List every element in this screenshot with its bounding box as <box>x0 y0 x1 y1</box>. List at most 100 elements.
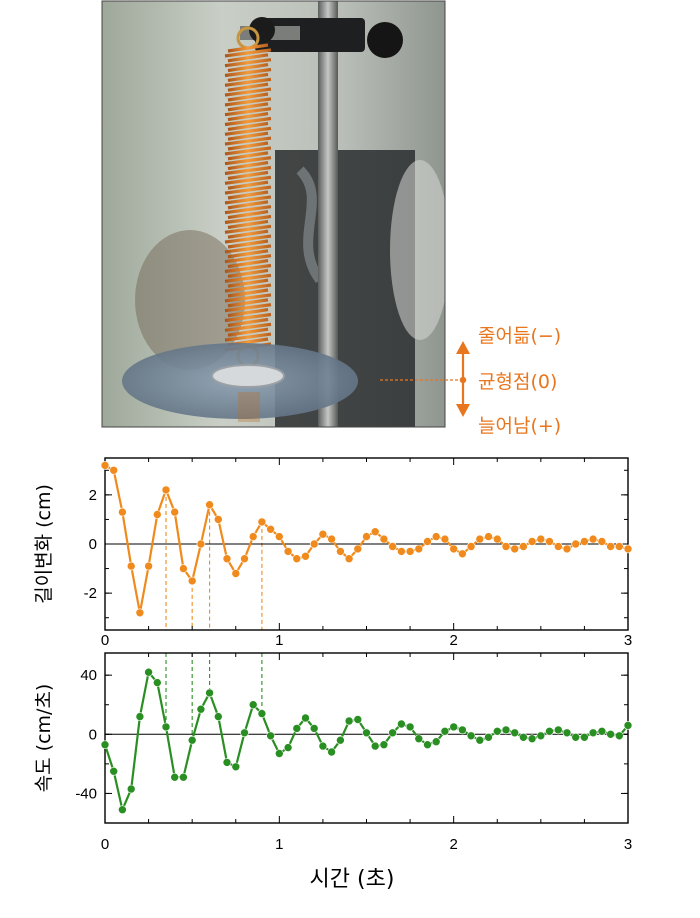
bottom-data-point <box>283 743 293 752</box>
top-data-point <box>161 485 171 495</box>
top-data-point <box>501 542 511 551</box>
top-data-point <box>100 461 110 470</box>
bottom-data-point <box>405 722 415 732</box>
top-data-point <box>606 542 615 551</box>
bottom-data-point <box>301 713 310 723</box>
bottom-data-point <box>458 725 467 735</box>
bottom-data-point <box>379 740 389 750</box>
top-data-point <box>597 537 607 546</box>
top-data-point <box>126 561 136 571</box>
bottom-data-point <box>266 731 275 741</box>
top-data-point <box>292 554 302 564</box>
top-data-point <box>397 547 406 556</box>
bottom-data-point <box>179 772 188 782</box>
bottom-data-point <box>510 728 520 738</box>
top-y-tick-label: 0 <box>89 536 97 553</box>
bottom-data-point <box>257 709 267 718</box>
bottom-data-point <box>527 734 537 744</box>
top-data-point <box>222 554 232 564</box>
top-data-point <box>519 542 528 551</box>
top-data-point <box>588 534 598 544</box>
top-data-point <box>231 569 241 578</box>
bottom-data-point <box>562 728 572 738</box>
label-stretched: 늘어남(+) <box>478 415 561 437</box>
top-data-point <box>109 465 118 475</box>
bottom-data-point <box>240 728 249 738</box>
bottom-x-tick-label: 1 <box>275 836 283 853</box>
bottom-data-point <box>318 741 328 751</box>
bottom-data-point <box>231 762 241 772</box>
bottom-x-tick-label: 0 <box>101 836 109 853</box>
top-data-point <box>458 549 467 559</box>
double-arrow-icon <box>456 341 470 417</box>
top-data-point <box>484 532 493 541</box>
top-data-point <box>545 537 554 546</box>
bottom-data-point <box>248 700 258 710</box>
bottom-data-point <box>336 735 345 745</box>
bottom-data-point <box>466 731 476 741</box>
bottom-data-point <box>196 704 206 714</box>
bottom-data-point <box>135 712 145 721</box>
top-data-point <box>431 532 441 541</box>
label-equilibrium: 균형점(0) <box>478 371 557 393</box>
bottom-data-point <box>414 734 424 744</box>
top-data-point <box>144 561 153 571</box>
bottom-data-point <box>153 678 162 687</box>
top-data-point <box>153 510 162 519</box>
bottom-data-point <box>588 728 598 738</box>
bottom-data-point <box>274 749 284 758</box>
bottom-data-point <box>161 722 171 732</box>
top-data-point <box>580 537 589 546</box>
top-data-point <box>266 524 275 534</box>
bottom-data-point <box>397 719 406 729</box>
bottom-data-point <box>109 766 118 776</box>
top-data-point <box>475 534 485 544</box>
bottom-data-point <box>553 725 563 735</box>
top-data-point <box>179 564 188 573</box>
bottom-x-tick-label: 2 <box>449 836 457 853</box>
bottom-data-point <box>484 732 493 742</box>
spring-photo: 줄어듦(−) 균형점(0) 늘어남(+) <box>101 0 561 437</box>
top-data-point <box>614 542 624 551</box>
top-data-point <box>214 515 223 524</box>
bottom-data-point <box>309 724 319 733</box>
bottom-data-point <box>214 712 223 721</box>
top-data-point <box>248 532 258 541</box>
top-data-point <box>283 547 293 556</box>
top-data-point <box>362 532 371 541</box>
bottom-data-point <box>187 735 197 745</box>
bottom-data-point <box>492 726 502 736</box>
phase-dash-links <box>165 489 263 741</box>
top-data-point <box>492 534 502 544</box>
bottom-data-point <box>501 725 511 735</box>
bottom-data-point <box>170 772 179 782</box>
bottom-data-point <box>100 740 110 750</box>
top-data-point <box>318 529 328 539</box>
bottom-data-point <box>545 726 554 736</box>
top-data-point <box>440 534 450 544</box>
top-data-point <box>336 547 345 556</box>
top-data-point <box>370 527 380 537</box>
top-data-point <box>449 544 459 554</box>
bottom-data-point <box>423 740 432 750</box>
length-change-chart: 0 1 2 3 -2 0 2 길이변화 (cm) <box>33 457 633 649</box>
top-data-point <box>170 507 179 517</box>
bottom-data-point <box>519 732 528 742</box>
bottom-data-point <box>388 728 397 738</box>
top-y-axis-label: 길이변화 (cm) <box>33 484 55 604</box>
top-data-point <box>205 500 214 510</box>
bottom-data-point <box>614 731 624 741</box>
top-data-point <box>196 539 206 549</box>
top-data-point <box>379 534 389 544</box>
x-axis-label: 시간 (초) <box>310 867 395 892</box>
bottom-y-tick-label: 40 <box>80 667 97 684</box>
bottom-plot-frame <box>104 652 629 824</box>
bottom-data-point <box>362 728 371 738</box>
bottom-data-point <box>536 731 546 741</box>
top-data-point <box>274 532 284 541</box>
bottom-data-point <box>327 747 336 757</box>
velocity-chart: 0 1 2 3 -40 0 40 속도 (cm/초) 시간 (초) <box>33 652 633 892</box>
top-data-point <box>623 544 633 554</box>
top-x-tick-label: 1 <box>275 632 283 649</box>
bottom-data-point <box>475 735 485 745</box>
